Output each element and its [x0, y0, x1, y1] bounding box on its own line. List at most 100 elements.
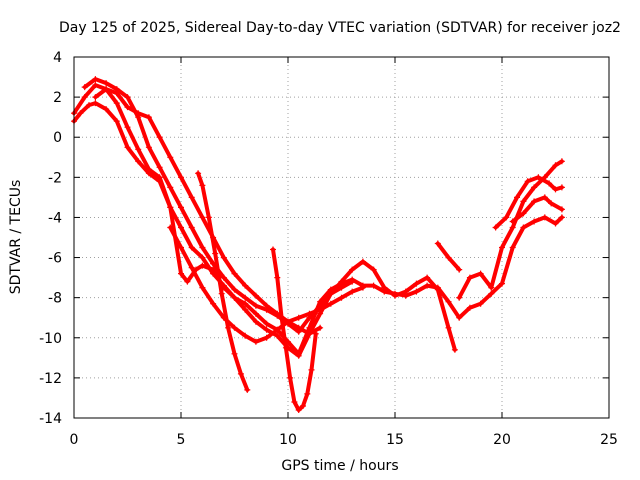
- data-point: [413, 280, 420, 287]
- data-point: [291, 399, 298, 405]
- data-point: [242, 294, 249, 301]
- data-point: [381, 284, 388, 291]
- data-point: [124, 124, 131, 131]
- data-point: [195, 170, 202, 177]
- data-point: [231, 294, 238, 301]
- series-group: [434, 240, 463, 273]
- x-tick-label: 0: [70, 432, 79, 448]
- data-point: [466, 274, 473, 281]
- data-point: [317, 324, 324, 331]
- data-point: [178, 204, 184, 211]
- series-group: [195, 170, 251, 393]
- data-point: [287, 374, 294, 381]
- data-point: [103, 86, 110, 93]
- data-point: [210, 300, 217, 307]
- data-point: [295, 407, 302, 413]
- data-point: [327, 290, 334, 297]
- data-point: [252, 292, 259, 299]
- plot-frame: [73, 56, 610, 419]
- data-point: [167, 224, 174, 231]
- x-axis-label: GPS time / hours: [281, 458, 398, 474]
- data-point: [199, 214, 206, 221]
- data-point: [156, 164, 163, 171]
- y-tick-label: -10: [39, 331, 62, 347]
- data-point: [477, 300, 484, 307]
- data-point: [445, 254, 452, 261]
- data-point: [359, 258, 366, 265]
- data-point: [188, 224, 195, 231]
- data-point: [558, 184, 565, 191]
- y-tick-label: 0: [53, 130, 62, 146]
- data-point: [285, 318, 291, 325]
- data-point: [535, 174, 542, 181]
- data-point: [212, 250, 219, 257]
- data-point: [306, 310, 313, 317]
- data-point: [370, 266, 377, 273]
- series-group: [509, 194, 565, 225]
- data-point: [548, 200, 555, 207]
- x-tick-label: 15: [386, 432, 404, 448]
- data-point: [103, 106, 110, 113]
- data-point: [263, 334, 270, 341]
- data-point: [349, 288, 356, 295]
- data-point: [349, 266, 356, 273]
- y-tick-label: -8: [48, 291, 62, 307]
- data-point: [113, 90, 120, 97]
- series-group: [270, 246, 319, 413]
- data-point: [220, 274, 227, 281]
- data-point: [263, 320, 270, 327]
- y-tick-label: 4: [53, 50, 62, 66]
- y-tick-label: -6: [48, 251, 62, 267]
- data-point: [338, 294, 345, 301]
- data-point: [531, 218, 538, 225]
- data-point: [188, 194, 195, 201]
- data-point: [242, 282, 249, 289]
- data-point: [156, 174, 163, 181]
- data-point: [113, 118, 120, 125]
- data-point: [552, 220, 559, 227]
- data-point: [103, 80, 110, 87]
- data-point: [370, 282, 377, 289]
- data-point: [552, 186, 559, 193]
- data-point: [145, 166, 152, 173]
- data-point: [349, 278, 356, 285]
- y-tick-label: -4: [48, 210, 62, 226]
- x-tick-label: 25: [600, 432, 618, 448]
- data-point: [558, 214, 565, 221]
- data-point: [231, 286, 238, 293]
- data-point: [304, 390, 311, 397]
- data-point: [274, 274, 281, 281]
- data-point: [92, 94, 99, 101]
- data-point: [509, 244, 516, 251]
- series-group: [456, 158, 565, 301]
- data-point: [546, 180, 553, 187]
- data-point: [77, 110, 84, 117]
- data-point: [135, 146, 142, 153]
- x-tick-label: 5: [177, 432, 186, 448]
- data-point: [178, 174, 184, 181]
- data-point: [244, 386, 251, 393]
- data-point: [242, 300, 249, 307]
- y-tick-label: -2: [48, 170, 62, 186]
- data-point: [178, 224, 184, 231]
- data-point: [520, 210, 527, 217]
- data-point: [466, 304, 473, 311]
- data-point: [124, 94, 131, 101]
- data-point: [178, 270, 184, 277]
- data-point: [188, 264, 195, 271]
- data-point: [252, 318, 259, 325]
- data-point: [167, 204, 174, 211]
- data-point: [392, 292, 398, 299]
- data-point: [451, 346, 458, 353]
- data-point: [231, 350, 238, 357]
- data-point: [514, 194, 520, 201]
- data-point: [167, 154, 174, 161]
- data-point: [488, 284, 495, 291]
- y-tick-label: -12: [39, 371, 62, 387]
- series-line: [493, 175, 564, 230]
- data-point: [145, 114, 152, 121]
- data-point: [520, 198, 527, 205]
- y-axis-label: SDTVAR / TECUs: [8, 180, 24, 295]
- data-point: [199, 254, 206, 261]
